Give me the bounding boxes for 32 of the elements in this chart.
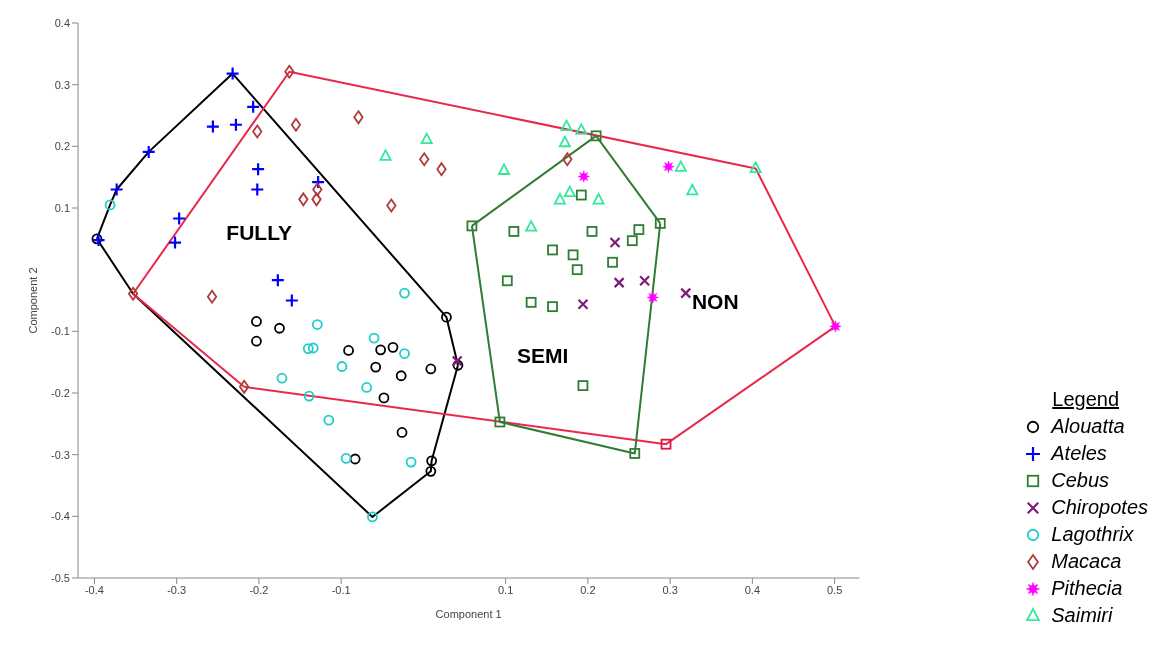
annotation: FULLY xyxy=(226,221,293,246)
legend-label: Pithecia xyxy=(1051,577,1123,600)
y-tick-label: -0.1 xyxy=(51,325,70,338)
x-tick-label: 0.2 xyxy=(580,583,596,596)
legend-title: Legend xyxy=(1051,388,1120,411)
legend-label: Macaca xyxy=(1051,550,1122,573)
y-axis-title: Component 2 xyxy=(26,267,39,334)
y-tick-label: -0.2 xyxy=(51,386,70,399)
legend-label: Alouatta xyxy=(1051,415,1125,438)
y-tick-label: 0.1 xyxy=(54,201,70,214)
y-tick-label: 0.2 xyxy=(54,140,70,153)
x-tick-label: -0.3 xyxy=(167,583,187,596)
x-axis-title: Component 1 xyxy=(435,608,502,620)
x-tick-label: -0.1 xyxy=(331,583,351,596)
y-tick-label: -0.5 xyxy=(51,571,70,584)
x-tick-label: -0.4 xyxy=(84,583,104,596)
x-tick-label: 0.5 xyxy=(826,583,843,596)
y-tick-label: 0.4 xyxy=(54,16,70,29)
legend-label: Saimiri xyxy=(1051,604,1113,627)
x-tick-label: -0.2 xyxy=(249,583,269,596)
legend-label: Lagothrix xyxy=(1051,523,1134,546)
legend-label: Ateles xyxy=(1051,442,1107,465)
x-tick-label: 0.3 xyxy=(662,583,678,596)
legend-label: Cebus xyxy=(1051,469,1110,492)
x-tick-label: 0.1 xyxy=(498,583,514,596)
y-tick-label: 0.3 xyxy=(54,78,70,91)
y-tick-label: -0.4 xyxy=(51,510,70,523)
annotation: SEMI xyxy=(517,344,569,368)
y-tick-label: -0.3 xyxy=(51,448,70,461)
annotation: NON xyxy=(691,290,739,315)
x-tick-label: 0.4 xyxy=(744,583,761,596)
legend-label: Chiropotes xyxy=(1051,496,1148,519)
